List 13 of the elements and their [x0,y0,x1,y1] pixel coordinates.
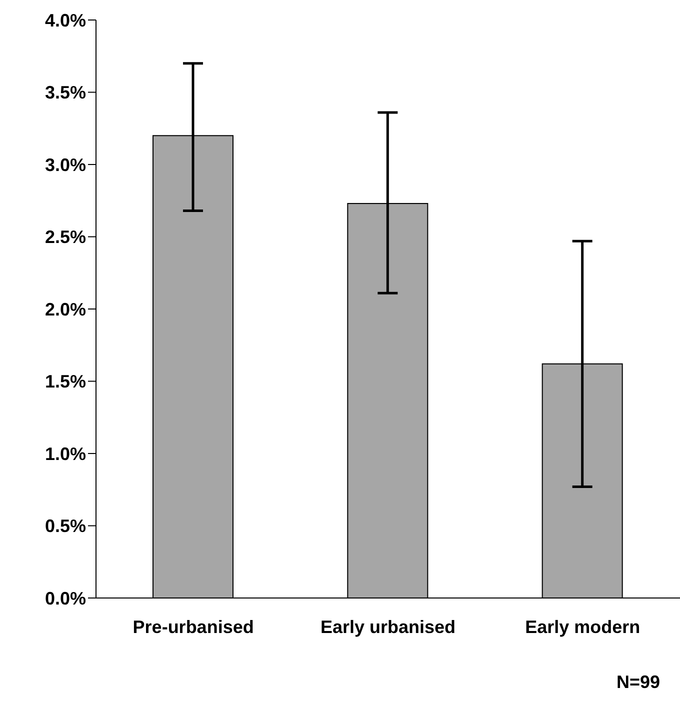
y-tick-label: 0.5% [44,516,86,536]
y-tick-label: 2.0% [44,299,86,320]
y-tick-label: 3.5% [44,82,86,103]
y-tick-label: 2.5% [44,227,86,248]
y-tick-label: 1.0% [44,444,86,464]
y-tick-label: 1.5% [44,372,86,392]
x-tick-label: Pre-urbanised [132,616,254,637]
y-tick-label: 0.0% [44,588,86,608]
text: N=99 [616,672,660,693]
x-tick-label: Early urbanised [320,616,456,637]
y-tick-label: 4.0% [44,10,86,30]
y-tick-label: 3.0% [44,154,86,175]
x-tick-label: Early modern [525,616,640,637]
